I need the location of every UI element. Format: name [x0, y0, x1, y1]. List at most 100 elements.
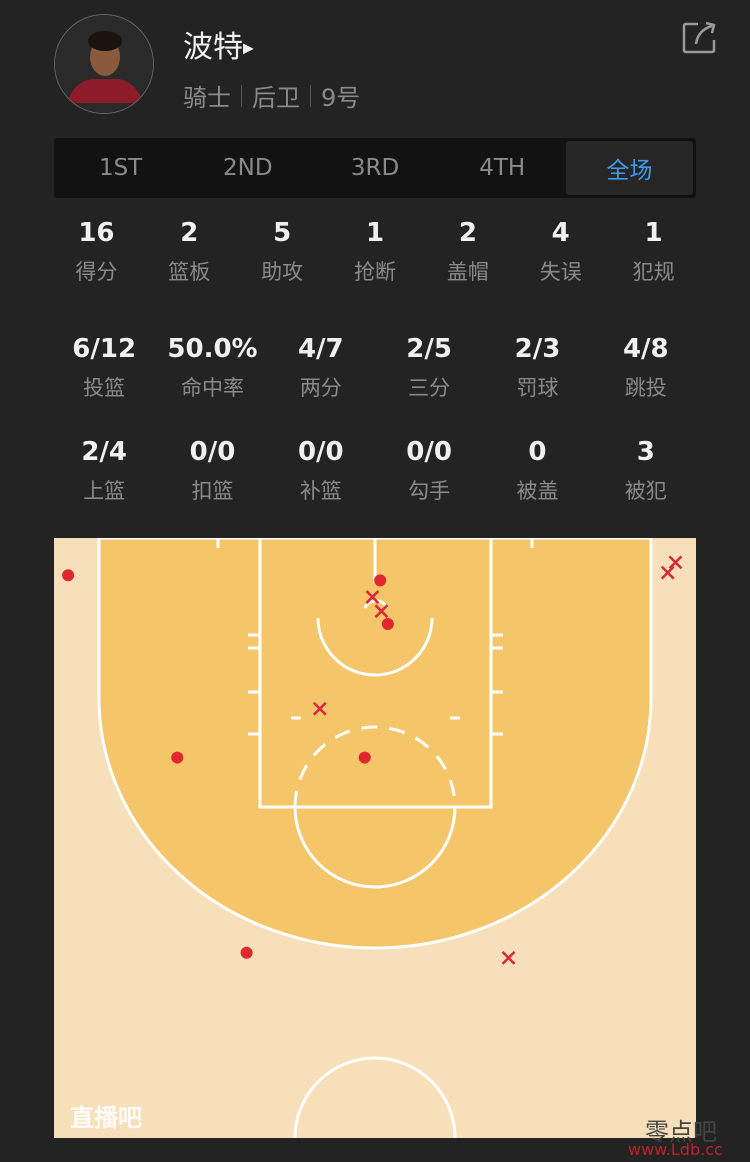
free-throw-circle-top: [293, 725, 457, 808]
stat-label: 犯规: [632, 260, 675, 284]
shots-layer: [62, 555, 683, 965]
stats-row-basic: 16 得分 2 篮板 5 助攻 1 抢断 2 盖帽 4 失误 1 犯规: [50, 218, 700, 286]
stat-label: 篮板: [168, 260, 211, 284]
stat-cell: 6/12 投篮: [50, 334, 158, 402]
stat-value: 6/12: [72, 334, 137, 364]
stat-label: 盖帽: [446, 260, 489, 284]
stat-cell: 2/4 上篮: [50, 437, 158, 505]
made-shot-marker: [62, 569, 75, 582]
stat-cell: 2 篮板: [143, 218, 236, 286]
stat-label: 三分: [408, 376, 451, 400]
missed-shot-marker: [374, 604, 389, 619]
stat-cell: 2/3 罚球: [483, 334, 591, 402]
lane-hashes: [216, 538, 534, 736]
player-meta: 骑士 后卫 9号: [183, 78, 360, 113]
stat-value: 2/3: [514, 334, 561, 364]
tab-full-game[interactable]: 全场: [565, 141, 694, 195]
missed-shot-marker: [501, 950, 516, 965]
stat-cell: 0/0 勾手: [375, 437, 483, 505]
made-shot-marker: [240, 946, 253, 959]
stat-label: 罚球: [516, 376, 559, 400]
stat-label: 跳投: [624, 376, 667, 400]
tab-4th[interactable]: 4TH: [479, 155, 526, 181]
missed-shot-marker: [365, 590, 380, 604]
stat-cell: 4/8 跳投: [592, 334, 700, 402]
stat-value: 1: [365, 218, 385, 248]
stat-label: 被犯: [624, 479, 667, 503]
free-throw-circle-bottom: [293, 806, 457, 889]
jersey-number: 9号: [321, 84, 361, 112]
stat-value: 4/8: [622, 334, 669, 364]
center-circle: [293, 1056, 457, 1138]
made-shot-marker: [374, 574, 387, 587]
period-tabs: 1ST 2ND 3RD 4TH 全场: [54, 138, 696, 198]
stat-value: 0/0: [406, 437, 452, 467]
watermark-text: 零点吧: [645, 1118, 717, 1146]
caret-right-icon: ▶: [243, 40, 254, 57]
made-shot-marker: [358, 751, 371, 764]
stat-value: 0: [528, 437, 547, 467]
stat-cell: 4/7 两分: [267, 334, 375, 402]
stat-label: 失误: [539, 260, 582, 284]
stats-row-shooting: 6/12 投篮 50.0% 命中率 4/7 两分 2/5 三分 2/3 罚球 4/8 跳投: [50, 334, 700, 402]
player-avatar[interactable]: [54, 14, 154, 114]
stat-label: 勾手: [408, 479, 451, 503]
stat-label: 投篮: [83, 376, 126, 400]
stat-cell: 4 失误: [514, 218, 607, 286]
made-shot-marker: [171, 751, 184, 764]
stat-value: 3: [636, 437, 655, 467]
stat-label: 得分: [75, 260, 118, 284]
position: 后卫: [252, 84, 300, 112]
stat-value: 2: [180, 218, 199, 248]
stat-cell: 1 犯规: [607, 218, 700, 286]
restricted-area: [316, 617, 434, 677]
stats-row-shot-types: 2/4 上篮 0/0 扣篮 0/0 补篮 0/0 勾手 0 被盖 3 被犯: [50, 437, 700, 505]
missed-shot-marker: [312, 701, 327, 716]
watermark-url: www.Ldb.cc: [628, 1140, 723, 1159]
stat-label: 扣篮: [191, 479, 234, 503]
stat-value: 0/0: [297, 437, 344, 467]
stat-label: 助攻: [261, 260, 304, 284]
player-name-text: 波特: [183, 30, 243, 65]
divider: [310, 84, 311, 107]
stat-label: 上篮: [83, 479, 126, 503]
stat-label: 被盖: [516, 479, 559, 503]
stat-value: 2/4: [81, 437, 127, 467]
stat-value: 4: [551, 218, 570, 248]
stat-cell: 0/0 补篮: [267, 437, 375, 505]
stat-cell: 1 抢断: [329, 218, 422, 286]
stat-value: 4/7: [297, 334, 344, 364]
stat-cell: 2 盖帽: [421, 218, 514, 286]
tab-2nd[interactable]: 2ND: [223, 155, 273, 181]
stat-label: 两分: [299, 376, 342, 400]
made-shot-marker: [381, 618, 394, 631]
stat-value: 50.0%: [167, 334, 258, 364]
stat-value: 5: [273, 218, 292, 248]
share-icon[interactable]: [682, 20, 718, 54]
player-name[interactable]: 波特▶: [183, 22, 254, 66]
stat-value: 2: [458, 218, 477, 248]
stat-label: 命中率: [180, 376, 244, 400]
stat-label: 补篮: [299, 479, 342, 503]
stat-value: 1: [644, 218, 663, 248]
tab-3rd[interactable]: 3RD: [350, 155, 400, 181]
stat-cell: 50.0% 命中率: [158, 334, 266, 402]
tab-1st[interactable]: 1ST: [98, 155, 143, 181]
three-point-line: [97, 538, 653, 950]
stat-value: 16: [78, 218, 115, 248]
team: 骑士: [183, 84, 231, 112]
stat-cell: 2/5 三分: [375, 334, 483, 402]
stat-cell: 0/0 扣篮: [158, 437, 266, 505]
stat-cell: 16 得分: [50, 218, 143, 286]
zhibo8-logo: 直播吧: [70, 1104, 142, 1132]
paint: [258, 538, 493, 809]
stat-cell: 5 助攻: [236, 218, 329, 286]
stat-label: 抢断: [354, 260, 396, 284]
stat-cell: 3 被犯: [592, 437, 700, 505]
player-photo: [55, 15, 153, 113]
stat-value: 0/0: [189, 437, 236, 467]
shot-chart-court: [54, 538, 696, 1138]
stat-value: 2/5: [406, 334, 452, 364]
stat-cell: 0 被盖: [483, 437, 591, 505]
missed-shot-marker: [660, 565, 675, 580]
